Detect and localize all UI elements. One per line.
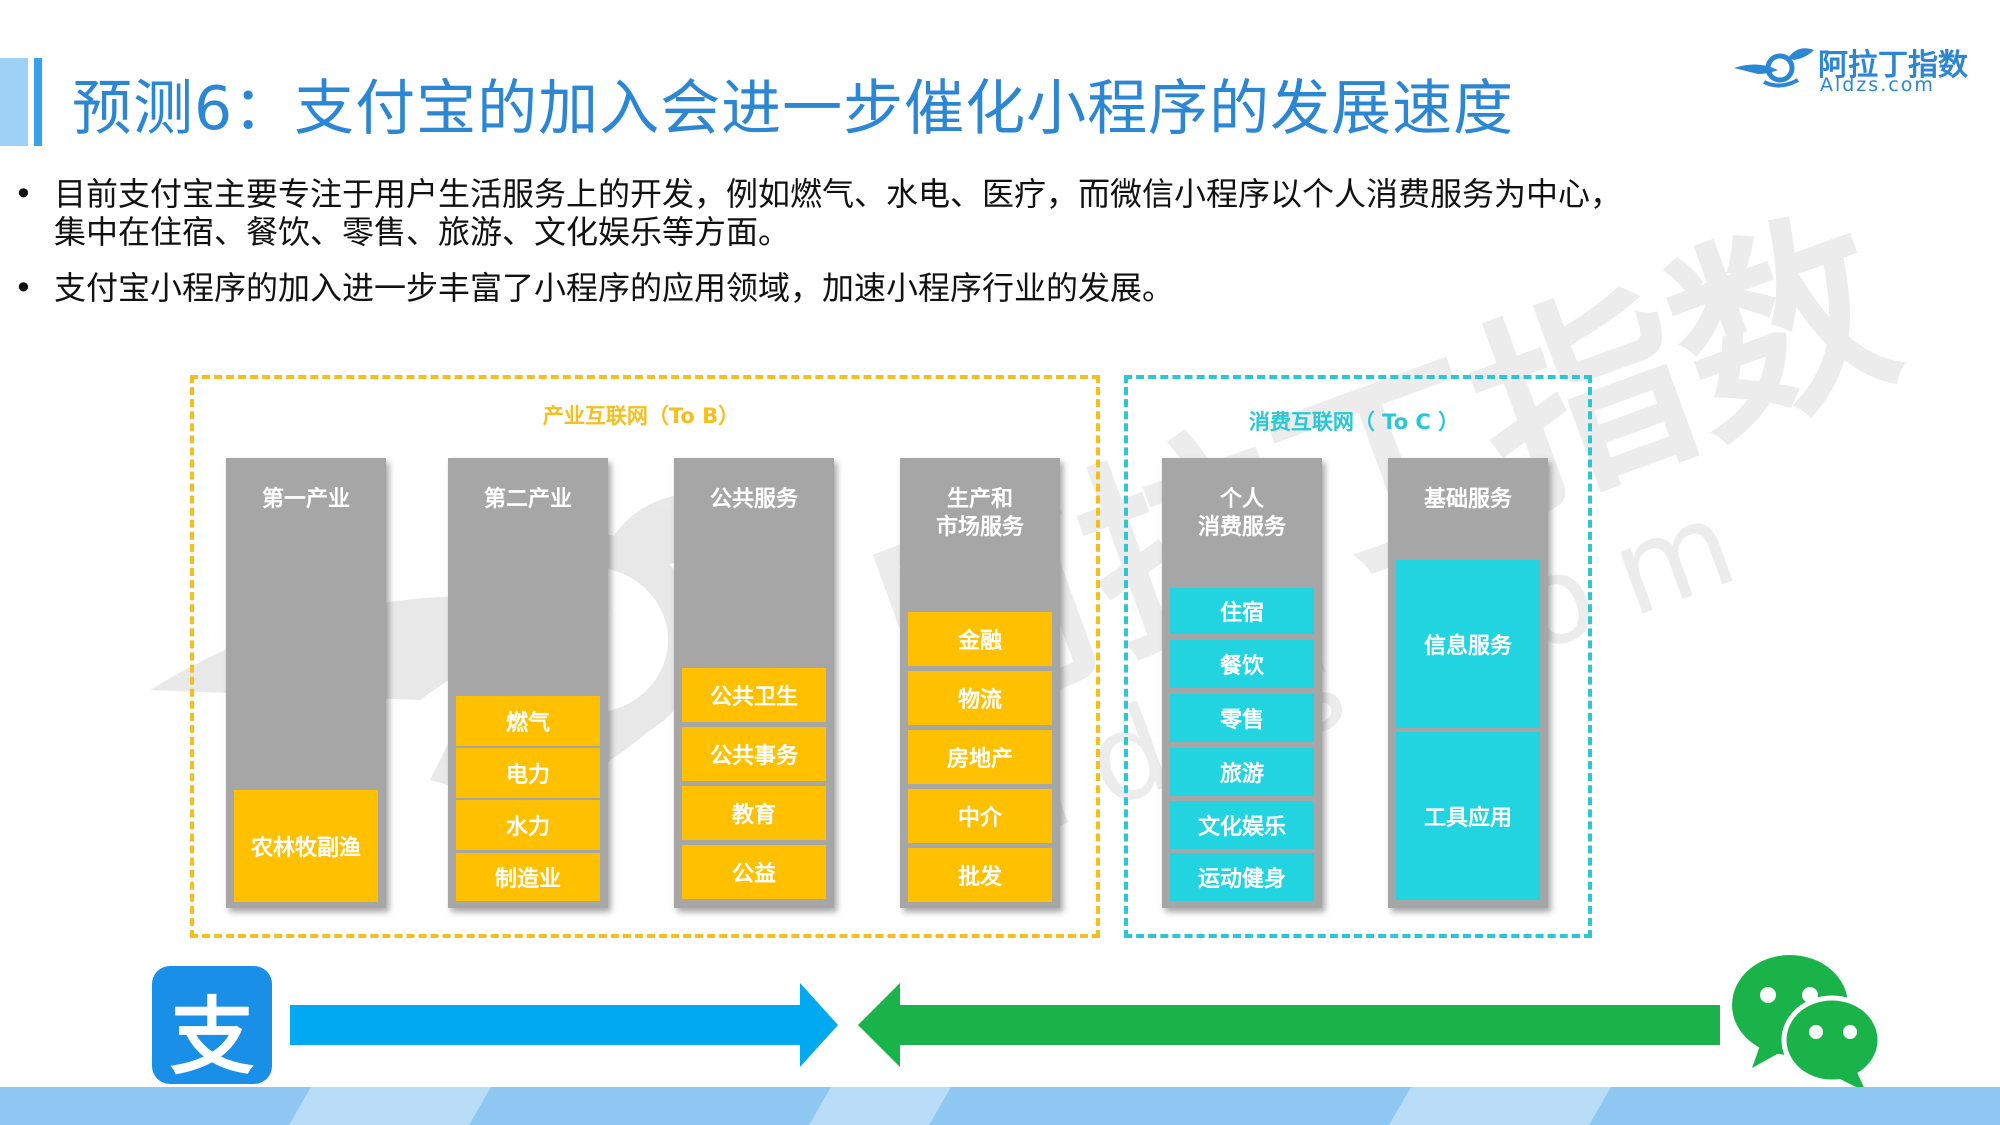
header-accent — [0, 58, 52, 146]
industry-column: 生产和 市场服务 金融 物流 房地产 中介 批发 — [900, 458, 1060, 908]
category-cell: 零售 — [1170, 694, 1314, 742]
lamp-logo-icon — [1734, 48, 1814, 88]
alipay-glyph: 支 — [169, 988, 254, 1086]
category-cell: 公共事务 — [682, 727, 826, 781]
category-cell: 中介 — [908, 789, 1052, 843]
category-cell: 电力 — [456, 748, 600, 798]
industry-column: 公共服务公共卫生 公共事务 教育 公益 — [674, 458, 834, 908]
category-cell: 餐饮 — [1170, 640, 1314, 688]
logo-url: Aldzs.com — [1820, 74, 1935, 96]
category-cell: 文化娱乐 — [1170, 801, 1314, 849]
industry-column: 基础服务信息服务 工具应用 — [1388, 458, 1548, 908]
category-cell: 房地产 — [908, 730, 1052, 784]
to-b-label: 产业互联网（To B） — [542, 404, 740, 428]
category-cell: 公益 — [682, 845, 826, 899]
bullet-line: 目前支付宝主要专注于用户生活服务上的开发，例如燃气、水电、医疗，而微信小程序以个… — [54, 175, 1623, 213]
category-cell: 信息服务 — [1396, 560, 1540, 728]
page-title: 预测6：支付宝的加入会进一步催化小程序的发展速度 — [72, 74, 1515, 144]
category-cell: 运动健身 — [1170, 853, 1314, 901]
category-cell: 批发 — [908, 848, 1052, 902]
column-heading: 生产和 市场服务 — [935, 487, 1024, 540]
industry-column: 第二产业燃气 电力 水力 制造业 — [448, 458, 608, 908]
category-cell: 农林牧副渔 — [234, 790, 378, 902]
column-heading: 基础服务 — [1423, 487, 1512, 512]
bullet-item: • 支付宝小程序的加入进一步丰富了小程序的应用领域，加速小程序行业的发展。 — [14, 269, 1714, 307]
category-cell: 燃气 — [456, 696, 600, 746]
logo-brand: 阿拉丁指数 — [1818, 48, 1968, 83]
wechat-arrow — [858, 983, 1720, 1067]
to-c-frame — [1124, 375, 1592, 938]
bullet-line: 支付宝小程序的加入进一步丰富了小程序的应用领域，加速小程序行业的发展。 — [54, 269, 1175, 307]
column-heading: 个人 消费服务 — [1197, 487, 1286, 540]
category-cell: 金融 — [908, 612, 1052, 666]
category-cell: 水力 — [456, 800, 600, 850]
industry-column: 第一产业 农林牧副渔 — [226, 458, 386, 908]
bullet-line: 集中在住宿、餐饮、零售、旅游、文化娱乐等方面。 — [54, 213, 791, 251]
category-cell: 旅游 — [1170, 748, 1314, 796]
bullet-dot: • — [14, 269, 33, 307]
category-cell: 公共卫生 — [682, 668, 826, 722]
bullet-list: • 目前支付宝主要专注于用户生活服务上的开发，例如燃气、水电、医疗，而微信小程序… — [14, 175, 1714, 325]
column-heading: 第二产业 — [483, 487, 572, 512]
to-b-frame — [190, 375, 1100, 938]
brand-logo: 阿拉丁指数 Aldzs.com — [1728, 38, 1978, 98]
to-c-label: 消费互联网（ To C ） — [1248, 410, 1460, 434]
bullet-dot: • — [14, 175, 33, 213]
footer-bar — [0, 1087, 2000, 1125]
category-cell: 住宿 — [1170, 588, 1314, 634]
wechat-icon — [1732, 955, 1883, 1092]
category-cell: 工具应用 — [1396, 732, 1540, 900]
alipay-arrow — [290, 983, 838, 1067]
category-cell: 教育 — [682, 786, 826, 840]
alipay-icon: 支 — [152, 966, 272, 1086]
category-cell: 制造业 — [456, 853, 600, 901]
industry-column: 个人 消费服务住宿餐饮零售旅游文化娱乐 运动健身 — [1162, 458, 1322, 908]
column-heading: 第一产业 — [261, 487, 350, 512]
category-cell: 物流 — [908, 671, 1052, 725]
bullet-item: • 目前支付宝主要专注于用户生活服务上的开发，例如燃气、水电、医疗，而微信小程序… — [14, 175, 1714, 251]
column-heading: 公共服务 — [709, 487, 798, 512]
